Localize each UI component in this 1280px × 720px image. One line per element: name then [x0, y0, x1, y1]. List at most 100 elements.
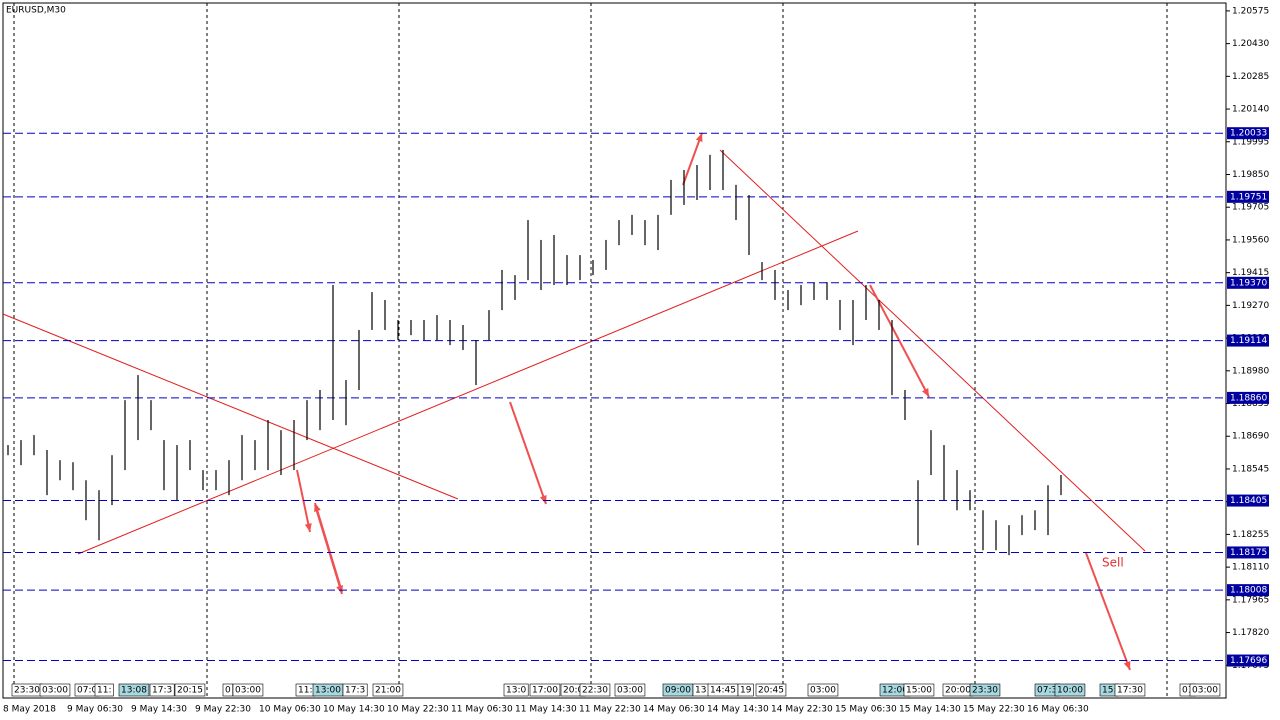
x-date-label: 15 May 06:30: [835, 705, 897, 715]
arrow-shaft: [682, 132, 703, 186]
x-date-label: 10 May 14:30: [323, 705, 385, 715]
sell-label: Sell: [1102, 556, 1124, 570]
time-marker: 13:0: [506, 686, 526, 696]
time-marker: 13: [695, 686, 706, 696]
arrow-head: [304, 523, 312, 532]
x-date-label: 9 May 06:30: [67, 705, 123, 715]
time-marker: 10:00: [1057, 686, 1083, 696]
time-marker: 03:00: [1192, 686, 1218, 696]
y-tick-label: 1.20285: [1232, 72, 1269, 82]
time-marker: 09:00: [665, 686, 691, 696]
x-date-label: 11 May 14:30: [515, 705, 577, 715]
time-marker: 0: [225, 686, 231, 696]
time-marker: 03:00: [810, 686, 836, 696]
y-tick-label: 1.20430: [1232, 39, 1269, 49]
level-label: 1.18860: [1230, 393, 1267, 403]
time-marker: 07:3: [1037, 686, 1057, 696]
level-label: 1.17696: [1230, 656, 1267, 666]
time-marker-box: [529, 683, 561, 697]
time-marker: 17:30: [1117, 686, 1143, 696]
time-marker-box: [174, 683, 206, 697]
level-box: [1227, 494, 1269, 507]
level-label: 1.20033: [1230, 129, 1267, 139]
time-marker: 17:3: [152, 686, 172, 696]
time-marker: 20:0: [563, 686, 583, 696]
x-date-label: 14 May 22:30: [771, 705, 833, 715]
time-marker-box: [39, 683, 71, 697]
y-tick-label: 1.17965: [1232, 595, 1269, 605]
time-marker: 03:00: [235, 686, 261, 696]
arrows: [296, 132, 1131, 671]
x-date-label: 14 May 06:30: [643, 705, 705, 715]
time-marker: 12:00: [882, 686, 908, 696]
chart-title: EURUSD,M30: [6, 6, 66, 16]
y-tick-label: 1.18110: [1232, 563, 1269, 573]
y-tick-label: 1.18545: [1232, 464, 1269, 474]
time-marker-box: [503, 683, 529, 697]
y-tick-label: 1.19850: [1232, 170, 1269, 180]
time-marker: 11:: [97, 686, 111, 696]
time-marker-box: [118, 683, 150, 697]
arrow-shaft: [314, 504, 343, 595]
y-tick-label: 1.20575: [1232, 6, 1269, 16]
time-marker: 07:0: [77, 686, 97, 696]
time-marker-box: [614, 683, 646, 697]
level-box: [1227, 127, 1269, 140]
time-marker: 13:00: [315, 686, 341, 696]
time-marker-box: [737, 683, 754, 697]
time-marker-box: [1054, 683, 1086, 697]
time-marker: 17:00: [532, 686, 558, 696]
arrow-shaft: [509, 401, 547, 505]
time-marker: 13:08: [121, 686, 147, 696]
x-date-label: 10 May 22:30: [387, 705, 449, 715]
time-marker-box: [969, 683, 1001, 697]
arrow-shaft: [869, 284, 930, 398]
y-tick-label: 1.19270: [1232, 301, 1269, 311]
level-label: 1.18405: [1230, 496, 1267, 506]
x-date-label: 16 May 06:30: [1027, 705, 1089, 715]
y-tick-label: 1.17820: [1232, 628, 1269, 638]
time-marker-box: [807, 683, 839, 697]
y-tick-label: 1.18980: [1232, 366, 1269, 376]
level-box: [1227, 334, 1269, 347]
y-tick-label: 1.20140: [1232, 105, 1269, 115]
level-label: 1.19751: [1230, 192, 1267, 202]
arrow-shaft: [1085, 552, 1131, 671]
time-marker: 01: [1182, 686, 1193, 696]
time-marker: 15:: [1102, 686, 1116, 696]
x-date-label: 14 May 14:30: [707, 705, 769, 715]
time-marker: 17:3: [345, 686, 365, 696]
level-box: [1227, 654, 1269, 667]
plot-frame: [2, 2, 1227, 699]
time-marker-box: [149, 683, 175, 697]
level-label: 1.19370: [1230, 278, 1267, 288]
arrow-head: [922, 388, 929, 397]
arrow-head: [539, 495, 547, 504]
time-marker: 14:45: [710, 686, 736, 696]
x-date-label: 15 May 14:30: [899, 705, 961, 715]
x-date-label: 11 May 06:30: [451, 705, 513, 715]
x-date-label: 11 May 22:30: [579, 705, 641, 715]
time-marker: 22:30: [582, 686, 608, 696]
arrow-head: [1123, 661, 1131, 670]
time-marker: 20:15: [177, 686, 203, 696]
level-box: [1227, 391, 1269, 404]
time-marker: 20:45: [758, 686, 784, 696]
level-box: [1227, 546, 1269, 559]
time-marker: 19: [740, 686, 752, 696]
time-marker: 23:30: [972, 686, 998, 696]
level-label: 1.18175: [1230, 548, 1267, 558]
time-marker-box: [1189, 683, 1221, 697]
time-marker: 03:00: [42, 686, 68, 696]
time-grid: [13, 3, 1168, 698]
x-date-label: 8 May 2018: [3, 705, 56, 715]
level-label: 1.19114: [1230, 336, 1267, 346]
level-box: [1227, 584, 1269, 597]
time-marker-box: [903, 683, 935, 697]
y-tick-label: 1.18835: [1232, 399, 1269, 409]
time-marker: 21:00: [375, 686, 401, 696]
arrow-head: [695, 133, 703, 142]
time-marker-box: [579, 683, 611, 697]
level-box: [1227, 276, 1269, 289]
